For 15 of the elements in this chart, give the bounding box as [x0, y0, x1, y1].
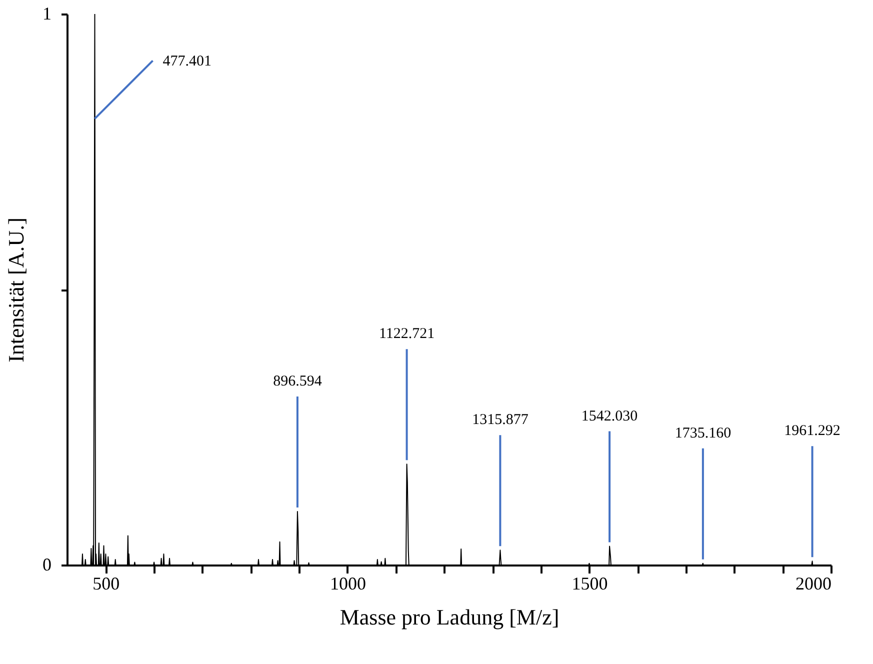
annotation: 1961.292	[784, 423, 840, 440]
x-tick-label: 1000	[330, 574, 366, 594]
x-tick-label: 2000	[796, 574, 832, 594]
annotation: 896.594	[273, 374, 322, 390]
annotation: 1542.030	[581, 408, 638, 424]
x-axis-title: Masse pro Ladung [M/z]	[340, 604, 560, 630]
y-tick-label: 0	[42, 554, 52, 574]
annotation: 1735.160	[674, 425, 732, 442]
y-axis-title: Intensität [A.U.]	[4, 218, 28, 362]
annotation: 1122.721	[378, 326, 435, 342]
x-tick-label: 500	[92, 574, 120, 594]
y-tick-label: 1	[42, 4, 52, 24]
annotation: 477.401	[162, 54, 212, 70]
annotation: 1315.877	[472, 412, 529, 428]
x-tick-label: 1500	[572, 574, 608, 594]
